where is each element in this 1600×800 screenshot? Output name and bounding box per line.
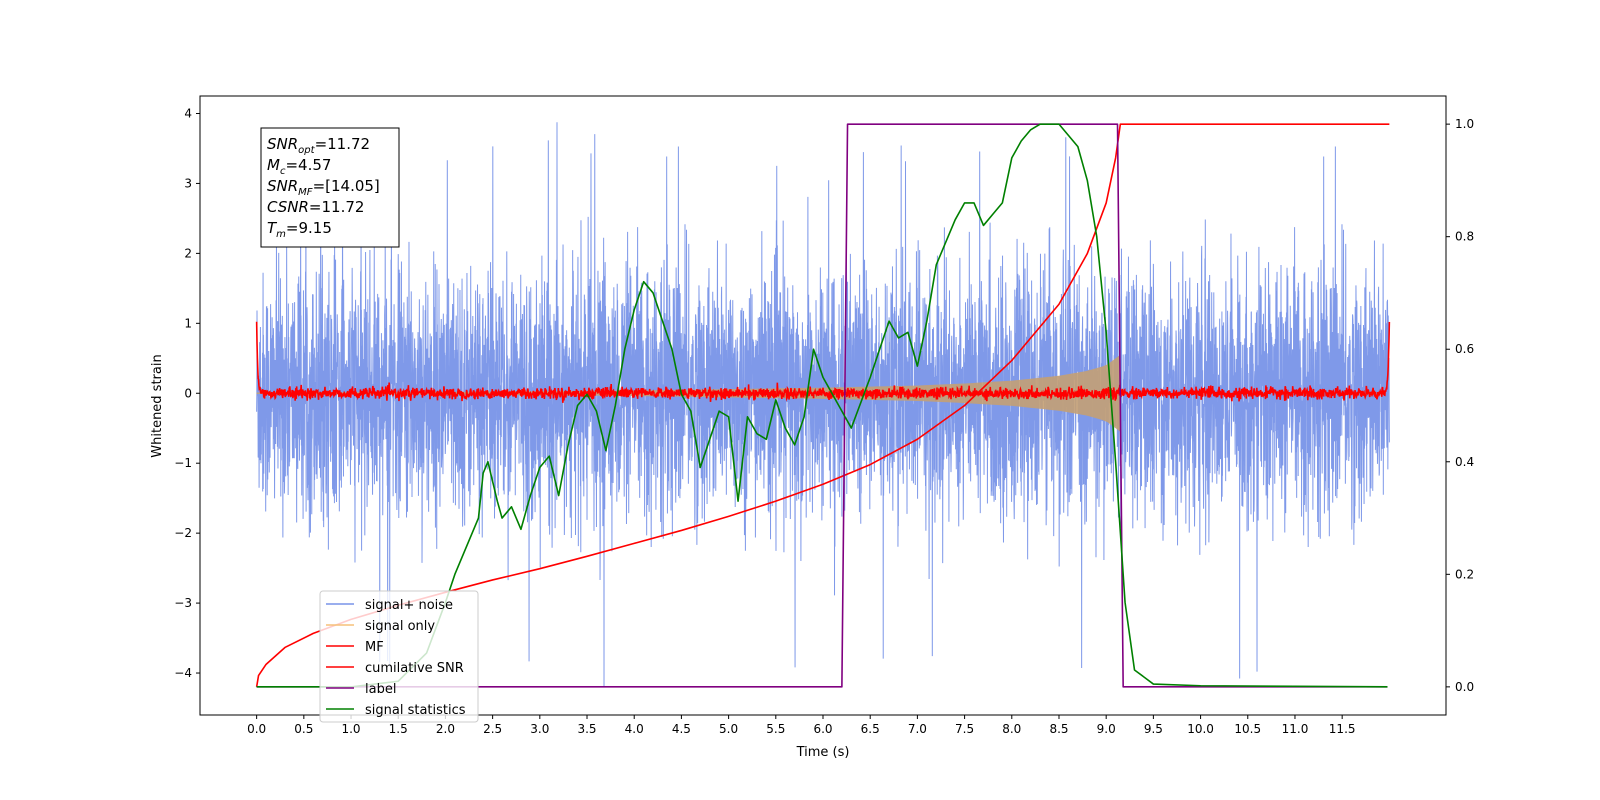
y2-tick-label: 0.6: [1455, 342, 1474, 356]
y-tick-label: 1: [184, 316, 192, 330]
x-axis-ticks: 0.0 0.5 1.0 1.5 2.0 2.5 3.0 3.5 4.0 4.5 5.0 5.5 6.0 6…: [247, 715, 1356, 736]
x-tick-label: 7.5: [955, 722, 974, 736]
legend-label: cumilative SNR: [365, 661, 464, 676]
series-mf: [255, 321, 1391, 403]
x-tick-label: 4.0: [625, 722, 644, 736]
x-tick-label: 4.5: [672, 722, 691, 736]
x-tick-label: 10.5: [1234, 722, 1261, 736]
legend: signal+ noise signal only MF cumilative SNR…: [319, 590, 479, 723]
x-tick-label: 11.5: [1329, 722, 1356, 736]
x-tick-label: 6.0: [813, 722, 832, 736]
y2-tick-label: 1.0: [1455, 117, 1474, 131]
x-tick-label: 5.0: [719, 722, 738, 736]
y2-tick-label: 0.4: [1455, 455, 1474, 469]
series-signal-noise: [256, 122, 1390, 687]
x-tick-label: 10.0: [1187, 722, 1214, 736]
x-tick-label: 1.0: [341, 722, 360, 736]
annotation-line: SNRopt=11.72: [267, 135, 370, 156]
legend-frame: [319, 590, 479, 723]
series-label: [256, 123, 1388, 688]
y2-tick-label: 0.8: [1455, 230, 1474, 244]
y2-tick-label: 0.0: [1455, 680, 1474, 694]
y-tick-label: −1: [174, 456, 192, 470]
x-tick-label: 3.0: [530, 722, 549, 736]
legend-label: MF: [365, 640, 384, 655]
y-tick-label: −2: [174, 526, 192, 540]
x-tick-label: 6.5: [861, 722, 880, 736]
series-signal-statistics: [256, 123, 1388, 688]
y-tick-label: −4: [174, 666, 192, 680]
x-tick-label: 2.0: [436, 722, 455, 736]
x-tick-label: 8.0: [1002, 722, 1021, 736]
annotation-box: SNRopt=11.72Mc=4.57SNRMF=[14.05]CSNR=11.…: [260, 127, 400, 248]
y2-tick-label: 0.2: [1455, 567, 1474, 581]
y-tick-label: 2: [184, 246, 192, 260]
annotation-frame: [260, 127, 400, 248]
annotation-line: Mc=4.57: [267, 156, 331, 177]
legend-label: signal only: [365, 619, 435, 634]
legend-label: signal statistics: [365, 703, 466, 718]
x-tick-label: 11.0: [1282, 722, 1309, 736]
annotation-line: CSNR=11.72: [267, 198, 364, 216]
x-tick-label: 9.0: [1097, 722, 1116, 736]
y-tick-label: −3: [174, 596, 192, 610]
legend-label: signal+ noise: [365, 598, 453, 613]
y-tick-label: 4: [184, 106, 192, 120]
x-tick-label: 0.0: [247, 722, 266, 736]
x-axis-label: Time (s): [796, 745, 850, 760]
x-tick-label: 8.5: [1049, 722, 1068, 736]
y-tick-label: 3: [184, 176, 192, 190]
y2-axis-ticks: 1.0 0.8 0.6 0.4 0.2 0.0: [1446, 117, 1474, 694]
x-tick-label: 2.5: [483, 722, 502, 736]
x-tick-label: 1.5: [389, 722, 408, 736]
y-axis-ticks: 4 3 2 1 0 −1 −2 −3 −4: [174, 106, 200, 680]
x-tick-label: 5.5: [766, 722, 785, 736]
annotation-line: Tm=9.15: [267, 219, 332, 240]
x-tick-label: 3.5: [577, 722, 596, 736]
x-tick-label: 7.0: [908, 722, 927, 736]
annotation-line: SNRMF=[14.05]: [267, 177, 380, 198]
legend-label: label: [365, 682, 396, 697]
x-tick-label: 9.5: [1144, 722, 1163, 736]
y-tick-label: 0: [184, 386, 192, 400]
x-tick-label: 0.5: [294, 722, 313, 736]
y-axis-label: Whitened strain: [150, 354, 165, 457]
